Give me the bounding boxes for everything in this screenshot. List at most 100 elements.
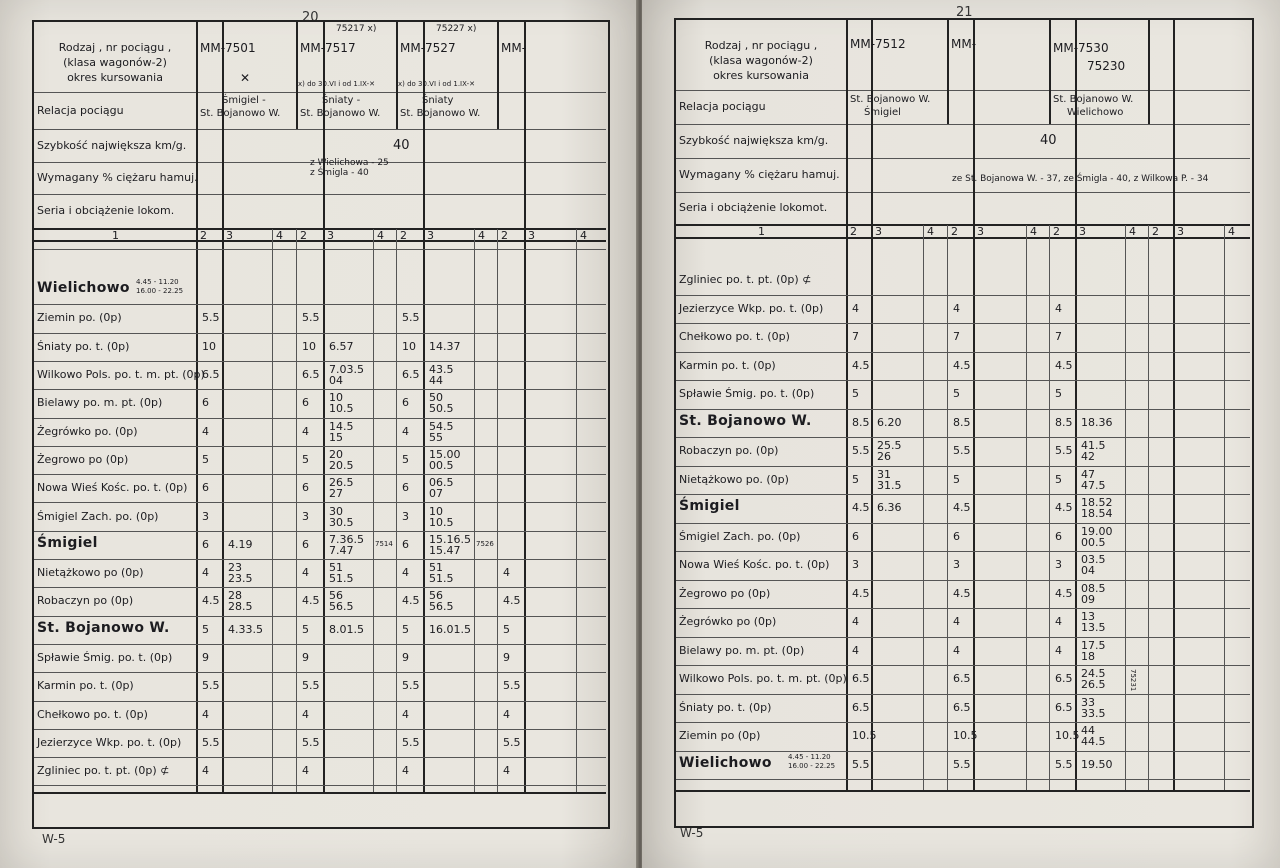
cell-value: 6.5 (1055, 672, 1073, 686)
row-rule (34, 502, 606, 504)
cell-value: 4 (302, 566, 309, 580)
header-rule (34, 92, 606, 93)
cell-value: 4.19 (228, 537, 253, 551)
cell-value: 4 (402, 764, 409, 778)
station-hours: 4.45 - 11.20 (788, 752, 831, 761)
station-hours: 16.00 - 22.25 (788, 761, 836, 770)
cell-value: 09 (1081, 592, 1095, 606)
station-main: Śmigiel (679, 498, 740, 515)
cell-value: 30 (329, 504, 343, 518)
train-code: MM-7517 (300, 41, 356, 55)
station-name: Jezierzyce Wkp. po. t. (0p) (679, 301, 824, 315)
cell-value: 28.5 (228, 600, 253, 614)
cell-value: 31.5 (877, 478, 902, 492)
column-number: 2 (951, 225, 958, 238)
cell-value: 5.5 (503, 735, 521, 749)
column-rule (1026, 225, 1027, 790)
cell-value: 14.37 (429, 339, 461, 353)
station-name: Karmin po. t. (0p) (37, 679, 134, 693)
column-number: 2 (1152, 225, 1159, 238)
cell-value: 10.5 (852, 729, 877, 743)
cell-value: 6.5 (953, 672, 971, 686)
column-number: 3 (977, 225, 984, 238)
cell-value: 4 (852, 615, 859, 629)
station-name: Śmigiel Zach. po. (0p) (37, 509, 159, 523)
cell-value: 4 (202, 566, 209, 580)
column-rule (497, 229, 498, 792)
cell-value: 47 (1081, 467, 1095, 481)
row-rule (676, 551, 1250, 552)
cell-value: 14.5 (329, 419, 354, 433)
cell-value: 10.5 (953, 729, 978, 743)
train-relation: St. Bojanowo W. (400, 108, 481, 119)
brake-percentage: z Wielichowa - 25 (310, 158, 389, 168)
row-rule (34, 474, 606, 476)
max-speed: 40 (1040, 133, 1057, 148)
cell-value: 23.5 (228, 572, 253, 586)
train-relation: St. Bojanowo W. (1053, 94, 1134, 105)
cell-value: 18 (1081, 649, 1095, 663)
cell-value: 4 (1055, 301, 1062, 315)
cell-value: 30.5 (329, 515, 354, 529)
cell-value: 10.5 (329, 402, 354, 416)
cell-value: 4 (503, 707, 510, 721)
cell-value: 4 (402, 707, 409, 721)
cell-value: 5.5 (402, 735, 420, 749)
cell-value: 50.5 (429, 402, 454, 416)
station-name: Bielawy po. m. pt. (0p) (679, 643, 805, 657)
cell-value: 7.47 (329, 543, 354, 557)
cell-value: 5 (852, 387, 859, 401)
station-main: Śmigiel (37, 534, 98, 551)
column-rule (947, 20, 949, 124)
cell-value: 3 (1055, 558, 1062, 572)
row-rule (34, 700, 606, 702)
station-name: Chełkowo po. t. (0p) (37, 707, 148, 721)
column-rule (474, 229, 475, 792)
cell-value: 56 (429, 589, 443, 603)
header-rule (34, 228, 606, 230)
column-number: 1 (758, 225, 765, 238)
cell-value: 5 (852, 472, 859, 486)
column-number: 2 (200, 229, 207, 242)
column-number: 3 (327, 229, 334, 242)
cell-value: 06.5 (429, 476, 454, 490)
cell-value: 4 (202, 764, 209, 778)
cell-value: 4 (852, 643, 859, 657)
cell-value: 7.03.5 (329, 363, 364, 377)
column-rule (1125, 225, 1126, 790)
cell-value: 7 (852, 330, 859, 344)
column-number: 4 (478, 229, 485, 242)
train-code: MM-7512 (850, 37, 906, 51)
cell-value: 3 (953, 558, 960, 572)
cell-value: 51 (429, 561, 443, 575)
station-name: Nowa Wieś Kośc. po. t. (0p) (679, 558, 830, 572)
cell-value: 5 (1055, 472, 1062, 486)
cell-value: 4.5 (953, 501, 971, 515)
station-name: Spławie Śmig. po. t. (0p) (679, 387, 815, 401)
station-name: Żegrówko po (0p) (679, 615, 777, 629)
cell-value: 6 (202, 537, 209, 551)
train-code: MM-7501 (200, 41, 256, 55)
cell-value: 5.5 (1055, 444, 1073, 458)
cell-value: 4 (202, 707, 209, 721)
cell-value: 5.5 (402, 679, 420, 693)
train-code: MM- (501, 41, 527, 55)
station-name: Zgliniec po. t. pt. (0p) ⊄ (37, 764, 170, 778)
station-main: Wielichowo (37, 280, 130, 297)
cell-value: 5 (202, 452, 209, 466)
cell-value: 10 (429, 504, 443, 518)
header-szybkosc: Szybkość największa km/g. (37, 138, 187, 152)
cell-value: 5.5 (302, 735, 320, 749)
station-name: Śmigiel Zach. po. (0p) (679, 529, 801, 543)
cell-value: 3 (852, 558, 859, 572)
column-rule (222, 22, 224, 792)
train-relation: Śniaty (422, 95, 454, 106)
cell-value: 3 (402, 509, 409, 523)
header-rodzaj: Rodzaj , nr pociągu , (klasa wagonów-2) ok… (676, 38, 846, 83)
cell-value: 33 (1081, 695, 1095, 709)
column-number: 3 (427, 229, 434, 242)
cell-value: 4.5 (852, 358, 870, 372)
cell-value: 4 (302, 707, 309, 721)
station-name: Ziemin po. (0p) (37, 311, 122, 325)
station-name: Żegrówko po. (0p) (37, 424, 138, 438)
